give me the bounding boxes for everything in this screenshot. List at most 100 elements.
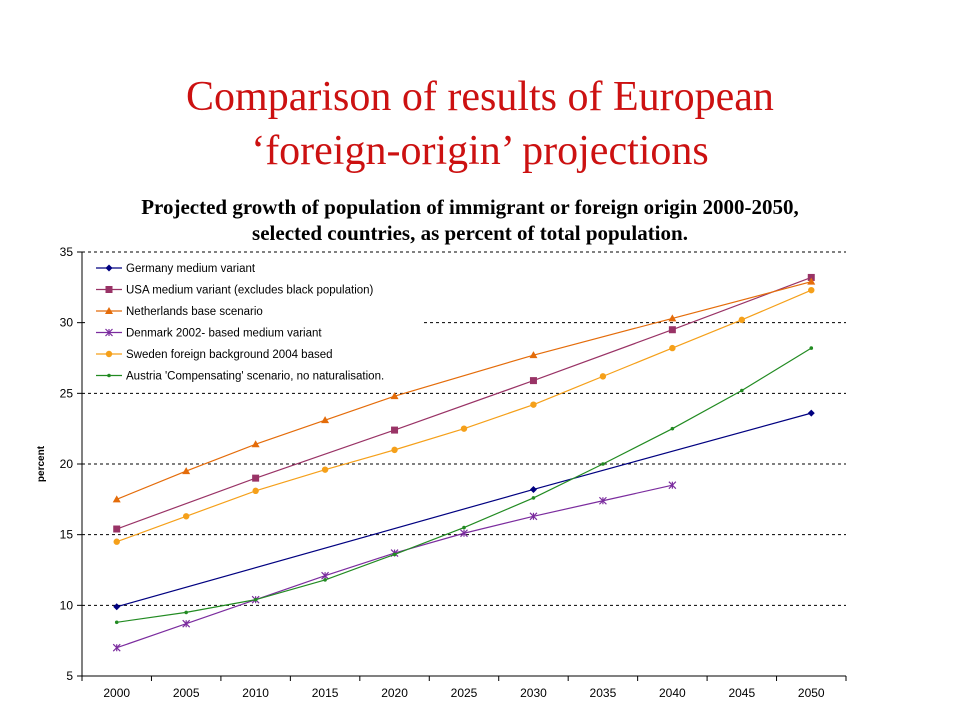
legend-marker	[105, 286, 113, 293]
y-tick-label: 20	[60, 457, 74, 471]
data-point	[321, 416, 330, 424]
series-lines	[112, 273, 816, 652]
y-tick-label: 30	[60, 316, 74, 330]
data-point	[113, 525, 121, 533]
data-point	[529, 512, 538, 521]
data-point	[601, 462, 605, 466]
legend-item: USA medium variant (excludes black popul…	[96, 285, 374, 297]
data-point	[321, 571, 330, 580]
series-5	[114, 346, 814, 625]
data-point	[252, 474, 260, 482]
data-point	[391, 446, 398, 454]
y-tick-label: 5	[66, 669, 73, 683]
data-point	[670, 426, 675, 431]
legend: Germany medium variant USA medium variant…	[88, 257, 424, 386]
y-tick-label: 15	[60, 528, 74, 542]
legend-marker	[105, 264, 113, 272]
data-point	[740, 388, 744, 393]
x-tick-label: 2050	[798, 686, 825, 700]
legend-label: Netherlands base scenario	[126, 306, 263, 318]
x-tick-label: 2035	[590, 686, 617, 700]
data-point	[182, 467, 191, 475]
data-point	[252, 487, 259, 495]
data-point	[598, 496, 607, 505]
legend-marker	[107, 373, 111, 378]
data-point	[807, 277, 816, 285]
x-tick-label: 2015	[312, 686, 339, 700]
data-point	[460, 425, 468, 432]
data-point	[182, 513, 190, 520]
chart-title-line-2: selected countries, as percent of total …	[252, 221, 688, 245]
series-1	[113, 273, 815, 533]
chart-title: Projected growth of population of immigr…	[60, 194, 880, 246]
x-tick-label: 2010	[242, 686, 269, 700]
series-0	[113, 409, 815, 611]
legend-item: Sweden foreign background 2004 based	[96, 349, 333, 361]
data-point	[531, 496, 536, 500]
legend-marker	[105, 350, 113, 358]
data-point	[668, 326, 676, 334]
x-tick-label: 2005	[173, 686, 200, 700]
data-point	[599, 373, 607, 380]
data-point	[251, 440, 260, 448]
data-point	[738, 316, 746, 324]
series-line	[116, 347, 812, 623]
series-line	[116, 276, 812, 530]
data-point	[530, 401, 537, 408]
data-point	[323, 578, 327, 582]
legend-item: Netherlands base scenario	[96, 306, 263, 318]
legend-label: Denmark 2002- based medium variant	[126, 328, 322, 340]
x-tick-label: 2020	[381, 686, 408, 700]
legend-label: Austria 'Compensating' scenario, no natu…	[126, 371, 384, 383]
x-tick-label: 2045	[728, 686, 755, 700]
legend-item: Austria 'Compensating' scenario, no natu…	[96, 371, 384, 383]
data-point	[669, 344, 676, 352]
slide-title-line-1: Comparison of results of European	[186, 74, 774, 120]
x-tick-label: 2030	[520, 686, 547, 700]
data-point	[668, 481, 677, 490]
data-point	[321, 466, 329, 473]
series-line	[116, 281, 812, 500]
data-point	[112, 495, 121, 503]
data-point	[392, 552, 397, 557]
data-point	[529, 485, 537, 493]
x-tick-label: 2000	[103, 686, 130, 700]
legend-marker	[105, 328, 113, 337]
data-point	[113, 603, 121, 611]
data-point	[529, 351, 538, 359]
x-tick-label: 2040	[659, 686, 686, 700]
series-line	[116, 412, 812, 608]
y-tick-label: 10	[60, 598, 74, 612]
data-point	[807, 273, 815, 281]
data-point	[807, 409, 815, 417]
legend-item: Germany medium variant	[96, 263, 256, 275]
data-point	[114, 620, 119, 625]
data-point	[391, 426, 399, 434]
legend-marker	[105, 307, 113, 314]
data-point	[253, 597, 258, 602]
y-tick-label: 25	[60, 386, 74, 400]
series-3	[112, 481, 677, 652]
data-point	[668, 314, 677, 322]
data-point	[390, 392, 399, 400]
slide-title: Comparison of results of European ‘forei…	[0, 70, 960, 178]
data-point	[182, 619, 191, 628]
slide-title-line-2: ‘foreign-origin’ projections	[251, 128, 709, 174]
series-2	[112, 277, 816, 503]
chart-title-line-1: Projected growth of population of immigr…	[141, 195, 799, 219]
data-point	[113, 538, 120, 545]
y-axis-title: percent	[36, 445, 47, 482]
data-point	[809, 346, 814, 350]
y-tick-label: 35	[60, 245, 74, 259]
x-tick-label: 2025	[451, 686, 478, 700]
data-point	[808, 286, 815, 294]
legend-label: USA medium variant (excludes black popul…	[126, 285, 374, 297]
data-point	[462, 525, 466, 530]
legend-item: Denmark 2002- based medium variant	[96, 328, 322, 340]
series-4	[113, 286, 815, 545]
legend-label: Sweden foreign background 2004 based	[126, 349, 333, 361]
data-point	[460, 529, 468, 538]
data-point	[112, 643, 121, 652]
